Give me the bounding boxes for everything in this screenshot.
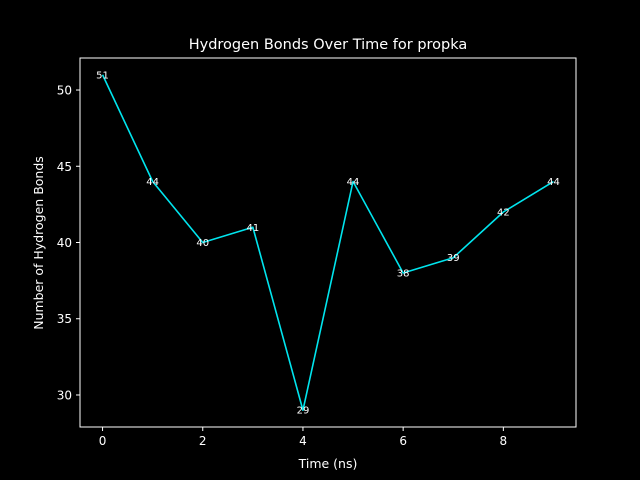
- data-label: 38: [397, 268, 410, 279]
- data-label: 40: [196, 238, 209, 249]
- x-tick-label: 6: [399, 434, 407, 448]
- data-label: 44: [547, 177, 560, 188]
- data-label: 44: [146, 177, 159, 188]
- data-label: 39: [447, 253, 460, 264]
- plot-area: 51 44 40 41 29 44 38 39 42 44: [96, 70, 560, 416]
- y-tick-label: 35: [57, 312, 72, 326]
- x-tick-label: 2: [199, 434, 207, 448]
- y-tick-label: 45: [57, 160, 72, 174]
- x-axis: 0 2 4 6 8: [99, 427, 507, 448]
- series-line: [101, 74, 554, 412]
- data-label: 44: [347, 177, 360, 188]
- y-tick-label: 50: [57, 84, 72, 98]
- data-label: 51: [96, 70, 109, 81]
- x-tick-label: 8: [500, 434, 508, 448]
- y-axis: 30 35 40 45 50: [57, 84, 80, 402]
- chart-title: Hydrogen Bonds Over Time for propka: [189, 37, 468, 53]
- data-label: 42: [497, 208, 510, 219]
- x-tick-label: 0: [99, 434, 107, 448]
- y-tick-label: 40: [57, 236, 72, 250]
- data-label: 41: [246, 223, 259, 234]
- x-tick-label: 4: [299, 434, 307, 448]
- data-label: 29: [297, 406, 310, 417]
- x-axis-label: Time (ns): [298, 456, 358, 471]
- y-tick-label: 30: [57, 388, 72, 402]
- y-axis-label: Number of Hydrogen Bonds: [31, 156, 46, 330]
